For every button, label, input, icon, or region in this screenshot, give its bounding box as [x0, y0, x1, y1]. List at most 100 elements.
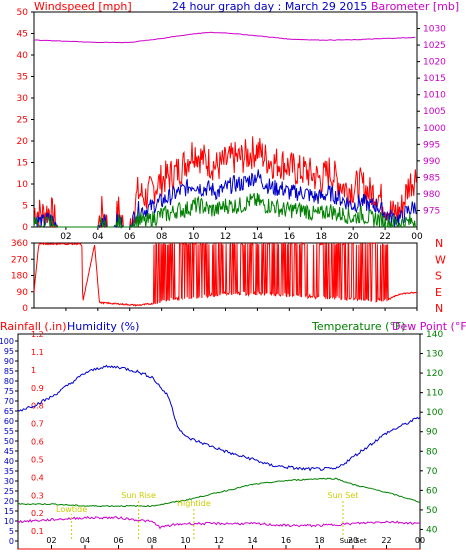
humidity-tick-label: 5 — [9, 527, 14, 536]
direction-compass-label: E — [435, 286, 442, 299]
temperature-tick-label: 70 — [426, 467, 438, 477]
temperature-tick-label: 110 — [426, 389, 443, 399]
annotation-high-tide: Hightide — [177, 499, 211, 508]
wind-x-tick-label: 18 — [316, 232, 328, 242]
rain-tick-label: 0.3 — [31, 491, 44, 500]
windspeed-label: Windspeed [mph] — [34, 0, 132, 13]
dewpoint-label: Dew Point (°F) — [392, 320, 466, 333]
rain-tick-label: 0.6 — [31, 438, 44, 447]
humidity-tick-label: 15 — [4, 507, 14, 516]
temperature-tick-label: 40 — [426, 525, 438, 535]
temperature-tick-label: 130 — [426, 350, 443, 360]
wind-tick-label: 20 — [17, 137, 29, 147]
climate-x-tick-label: 20 — [348, 536, 358, 545]
barometer-tick-label: 995 — [423, 140, 440, 150]
humidity-tick-label: 65 — [4, 407, 14, 416]
direction-tick-label: 360 — [11, 239, 28, 249]
climate-x-tick-label: 10 — [180, 536, 190, 545]
humidity-tick-label: 70 — [4, 397, 14, 406]
wind-x-tick-label: 14 — [252, 232, 264, 242]
wind-tick-label: 15 — [17, 159, 28, 169]
rain-tick-label: 1 — [31, 366, 36, 375]
humidity-tick-label: 40 — [4, 457, 14, 466]
wind-tick-label: 10 — [17, 180, 29, 190]
rain-tick-label: 0.1 — [31, 527, 44, 536]
humidity-tick-label: 30 — [4, 477, 14, 486]
wind-x-tick-label: 16 — [284, 232, 296, 242]
climate-x-tick-label: 18 — [314, 536, 324, 545]
barometer-tick-label: 1025 — [423, 41, 446, 51]
humidity-tick-label: 85 — [4, 367, 14, 376]
humidity-tick-label: 75 — [4, 387, 14, 396]
direction-tick-label: 90 — [17, 288, 29, 298]
annotation-sun-set-clock: Sun Set — [340, 537, 367, 545]
climate-x-tick-label: 06 — [113, 536, 123, 545]
direction-compass-label: S — [435, 270, 442, 283]
direction-tick-label: 0 — [22, 304, 28, 314]
humidity-tick-label: 35 — [4, 467, 14, 476]
rain-tick-label: 1.1 — [31, 348, 44, 357]
dewpoint-line — [17, 515, 421, 530]
climate-x-tick-label: 02 — [46, 536, 56, 545]
barometer-tick-label: 1010 — [423, 91, 446, 101]
chart-title: 24 hour graph day : March 29 2015 — [172, 0, 367, 13]
humidity-tick-label: 90 — [4, 357, 14, 366]
humidity-tick-label: 20 — [4, 497, 14, 506]
climate-x-tick-label: 04 — [80, 536, 90, 545]
barometer-tick-label: 980 — [423, 190, 440, 200]
wind-x-tick-label: 12 — [220, 232, 231, 242]
barometer-tick-label: 1000 — [423, 124, 446, 134]
humidity-tick-label: 10 — [4, 517, 14, 526]
annotation-sun-rise: Sun Rise — [121, 491, 156, 500]
humidity-tick-label: 55 — [4, 427, 14, 436]
barometer-tick-label: 990 — [423, 157, 440, 167]
wind-tick-label: 30 — [17, 94, 29, 104]
rain-tick-label: 0.2 — [31, 509, 44, 518]
wind-x-tick-label: 04 — [92, 232, 104, 242]
temperature-tick-label: 90 — [426, 428, 438, 438]
direction-compass-label: N — [435, 302, 443, 315]
wind-x-tick-label: 00 — [411, 232, 423, 242]
barometer-tick-label: 1020 — [423, 58, 446, 68]
climate-x-tick-label: 22 — [381, 536, 391, 545]
barometer-label: Barometer [mb] — [371, 0, 459, 13]
temperature-tick-label: 50 — [426, 506, 438, 516]
barometer-tick-label: 1015 — [423, 74, 446, 84]
barometer-tick-label: 1005 — [423, 107, 446, 117]
rainfall-label: Rainfall (.in) — [0, 320, 67, 333]
direction-line — [33, 241, 418, 307]
barometer-tick-label: 985 — [423, 173, 440, 183]
direction-compass-label: N — [435, 237, 443, 250]
annotation-low-tide: Lowtide — [56, 505, 87, 514]
wind-x-tick-label: 22 — [379, 232, 390, 242]
wind-tick-label: 25 — [17, 116, 28, 126]
barometer-tick-label: 975 — [423, 206, 440, 216]
humidity-tick-label: 45 — [4, 447, 14, 456]
wind-x-tick-label: 20 — [347, 232, 359, 242]
climate-x-tick-label: 08 — [147, 536, 157, 545]
rain-tick-label: 1.2 — [31, 330, 44, 339]
climate-x-tick-label: 14 — [247, 536, 257, 545]
humidity-tick-label: 50 — [4, 437, 14, 446]
direction-compass-label: W — [435, 253, 446, 266]
climate-x-tick-label: 16 — [281, 536, 291, 545]
rain-tick-label: 0.4 — [31, 473, 44, 482]
wind-x-tick-label: 10 — [188, 232, 200, 242]
climate-x-tick-label: 00 — [415, 536, 425, 545]
temperature-line — [17, 477, 421, 508]
rain-tick-label: 0.7 — [31, 420, 44, 429]
humidity-tick-label: 95 — [4, 347, 14, 356]
wind-tick-label: 35 — [17, 73, 28, 83]
temperature-label: Temperature (°F) — [311, 320, 406, 333]
direction-tick-label: 180 — [11, 272, 28, 282]
humidity-tick-label: 60 — [4, 417, 14, 426]
chart-marks: 0510152025303540455097598098599099510001… — [0, 8, 446, 550]
direction-tick-label: 270 — [11, 255, 28, 265]
temperature-tick-label: 120 — [426, 369, 443, 379]
wind-x-tick-label: 02 — [60, 232, 71, 242]
temperature-tick-label: 60 — [426, 486, 438, 496]
wind-lull-line — [33, 192, 417, 229]
temperature-tick-label: 100 — [426, 408, 443, 418]
